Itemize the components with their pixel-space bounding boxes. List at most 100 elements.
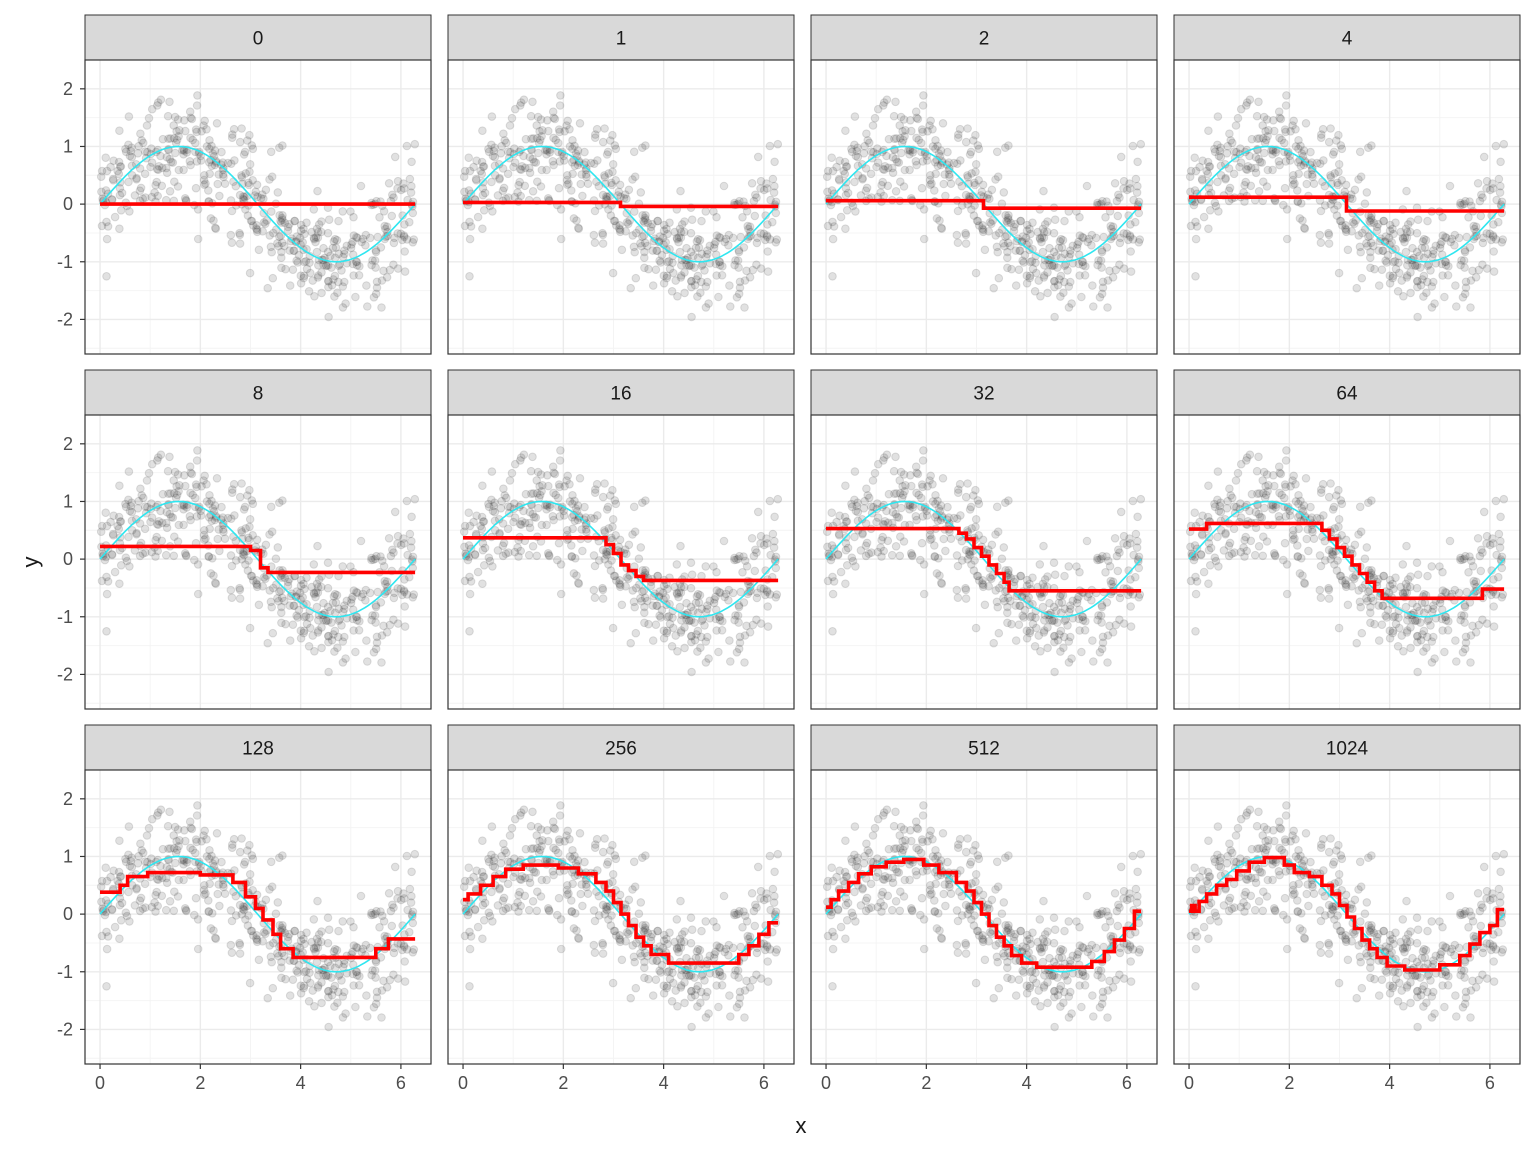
scatter-point [995,274,1003,282]
scatter-point [964,556,972,564]
scatter-point [385,180,393,188]
scatter-point [1351,220,1359,228]
scatter-point [267,503,275,511]
scatter-point [995,629,1003,637]
scatter-point [403,852,411,860]
scatter-point [1237,460,1245,468]
scatter-point [391,863,399,871]
scatter-point [549,513,557,521]
scatter-point [466,167,474,175]
scatter-point [1019,257,1027,265]
scatter-point [189,491,197,499]
scatter-point [656,612,664,620]
scatter-point [579,192,587,200]
scatter-point [635,555,643,563]
scatter-point [240,151,248,159]
scatter-point [1335,516,1343,524]
scatter-point [538,166,546,174]
scatter-point [1198,175,1206,183]
scatter-point [238,529,246,537]
scatter-point [1114,567,1122,575]
scatter-point [940,535,948,543]
scatter-point [898,494,906,502]
scatter-point [357,892,365,900]
scatter-point [568,553,576,561]
scatter-point [1325,231,1333,239]
scatter-point [1104,659,1112,667]
scatter-point [352,293,360,301]
scatter-point [843,163,851,171]
scatter-point [500,130,508,138]
scatter-point [609,624,617,632]
scatter-point [1404,576,1412,584]
scatter-point [884,182,892,190]
scatter-point [172,494,180,502]
scatter-point [221,535,229,543]
scatter-point [1465,569,1473,577]
scatter-point [1076,232,1084,240]
scatter-point [534,113,542,121]
y-tick-label: 0 [63,904,73,924]
scatter-point [401,978,409,986]
scatter-point [569,525,577,533]
scatter-point [1358,629,1366,637]
scatter-point [401,248,409,256]
scatter-point [210,927,218,935]
scatter-point [109,530,117,538]
scatter-point [885,490,893,498]
scatter-point [1444,272,1452,280]
scatter-point [726,637,734,645]
scatter-point [575,579,583,587]
scatter-point [183,149,191,157]
scatter-point [829,167,837,175]
scatter-point [194,590,202,598]
scatter-point [919,513,927,521]
scatter-point [695,599,703,607]
scatter-point [771,513,779,521]
scatter-point [1389,272,1397,280]
scatter-point [764,623,772,631]
scatter-point [388,212,396,220]
scatter-point [249,500,257,508]
scatter-point [1226,130,1234,138]
scatter-point [630,503,638,511]
scatter-point [1335,523,1343,531]
scatter-point [1461,290,1469,298]
scatter-point [674,293,682,301]
scatter-point [1495,175,1503,183]
scatter-point [255,246,263,254]
scatter-point [532,514,540,522]
scatter-point [641,264,649,272]
scatter-point [550,469,558,477]
scatter-point [734,257,742,265]
scatter-point [750,197,758,205]
scatter-point [576,830,584,838]
scatter-point [1004,264,1012,272]
scatter-point [956,125,964,133]
scatter-point [688,668,696,676]
scatter-point [1289,477,1297,485]
scatter-point [859,529,867,537]
scatter-point [1211,503,1219,511]
scatter-point [966,151,974,159]
scatter-point [884,537,892,545]
scatter-point [1040,187,1048,195]
scatter-point [1012,602,1020,610]
scatter-point [103,590,111,598]
scatter-point [1375,247,1383,255]
scatter-point [238,125,246,133]
scatter-point [599,493,607,501]
scatter-point [612,532,620,540]
scatter-point [746,274,754,282]
scatter-point [246,131,254,139]
scatter-point [1272,149,1280,157]
scatter-point [678,221,686,229]
scatter-point [763,540,771,548]
scatter-point [1365,499,1373,507]
scatter-point [508,824,516,832]
scatter-point [1302,120,1310,128]
scatter-point [848,503,856,511]
facet-strip-label: 2 [979,29,990,50]
scatter-point [386,976,394,984]
scatter-point [974,572,982,580]
